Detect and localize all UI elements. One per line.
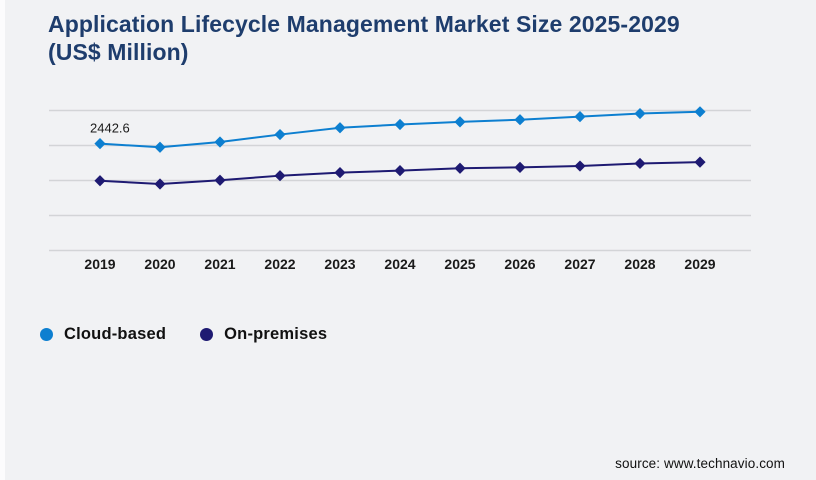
data-point-marker: [154, 178, 166, 190]
data-point-marker: [394, 118, 406, 131]
data-point-marker: [574, 160, 586, 172]
legend-label-cloud-based: Cloud-based: [64, 325, 167, 343]
x-axis-label: 2023: [324, 256, 355, 272]
data-point-marker: [514, 114, 526, 126]
data-point-marker: [454, 116, 466, 128]
data-point-marker: [634, 157, 646, 170]
x-axis-label: 2022: [264, 256, 295, 272]
legend-item-on-premises: On-premises: [200, 325, 327, 344]
data-point-marker: [274, 170, 286, 182]
data-point-marker: [634, 107, 646, 120]
x-axis-label: 2029: [684, 256, 715, 272]
legend-marker-on-premises-icon: [200, 328, 214, 341]
x-axis-label: 2028: [624, 256, 655, 272]
x-axis-label: 2026: [504, 256, 535, 272]
data-point-value-label: 2442.6: [90, 121, 130, 136]
data-point-marker: [94, 138, 106, 150]
x-axis-label: 2027: [564, 256, 595, 272]
x-axis-label: 2024: [384, 256, 415, 272]
line-chart: 2019 2020 2021 2022 2023 2024 2025 2026 2027 2028…: [49, 106, 751, 272]
data-point-marker: [334, 122, 346, 134]
page-left-edge: [0, 0, 5, 480]
data-point-marker: [94, 175, 106, 187]
legend-label-on-premises: On-premises: [224, 325, 328, 343]
data-point-marker: [154, 141, 166, 153]
data-point-marker: [274, 128, 286, 141]
legend-marker-cloud-based-icon: [40, 328, 53, 341]
legend-item-cloud-based: Cloud-based: [40, 325, 166, 344]
chart-title: Application Lifecycle Management Market …: [48, 11, 680, 65]
source-credit: source: www.technavio.com: [615, 456, 785, 471]
data-point-marker: [214, 174, 226, 186]
x-axis-label: 2019: [84, 256, 115, 272]
data-point-marker: [454, 162, 466, 174]
data-point-marker: [694, 156, 706, 168]
x-axis-label: 2020: [144, 256, 175, 272]
x-axis-label: 2021: [204, 256, 235, 272]
data-point-marker: [574, 111, 586, 123]
data-point-marker: [694, 106, 706, 118]
data-point-marker: [214, 136, 226, 148]
chart-legend: Cloud-based On-premises: [40, 325, 327, 344]
x-axis-label: 2025: [444, 256, 475, 272]
data-point-marker: [394, 165, 406, 177]
data-point-marker: [514, 161, 526, 173]
data-point-marker: [334, 167, 346, 179]
